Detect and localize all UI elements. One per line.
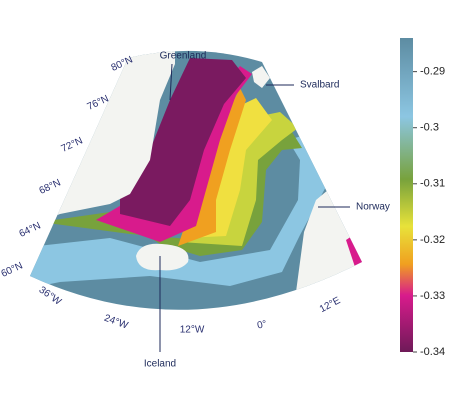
place-label: Iceland (144, 359, 176, 370)
leader-lines (159, 63, 350, 352)
colorbar-tick-label: -0.31 (420, 178, 445, 190)
colorbar-tick-label: -0.34 (420, 346, 445, 358)
place-label: Greenland (160, 51, 207, 62)
latitude-label: 64°N (18, 220, 43, 239)
colorbar (400, 38, 413, 352)
place-label: Svalbard (300, 80, 339, 91)
colorbar-tick-label: -0.32 (420, 234, 445, 246)
colorbar-tick-label: -0.33 (420, 290, 445, 302)
place-label: Norway (356, 202, 390, 213)
longitude-label: 12°W (180, 325, 205, 336)
colorbar-tick-label: -0.3 (420, 122, 439, 134)
longitude-label: 24°W (103, 313, 130, 332)
longitude-label: 0° (256, 319, 268, 332)
leader-line (169, 63, 173, 101)
longitude-label: 12°E (318, 295, 343, 315)
latitude-label: 72°N (60, 135, 85, 154)
latitude-label: 60°N (0, 260, 25, 279)
latitude-label: 68°N (38, 177, 63, 196)
colorbar-tick-label: -0.29 (420, 66, 445, 78)
